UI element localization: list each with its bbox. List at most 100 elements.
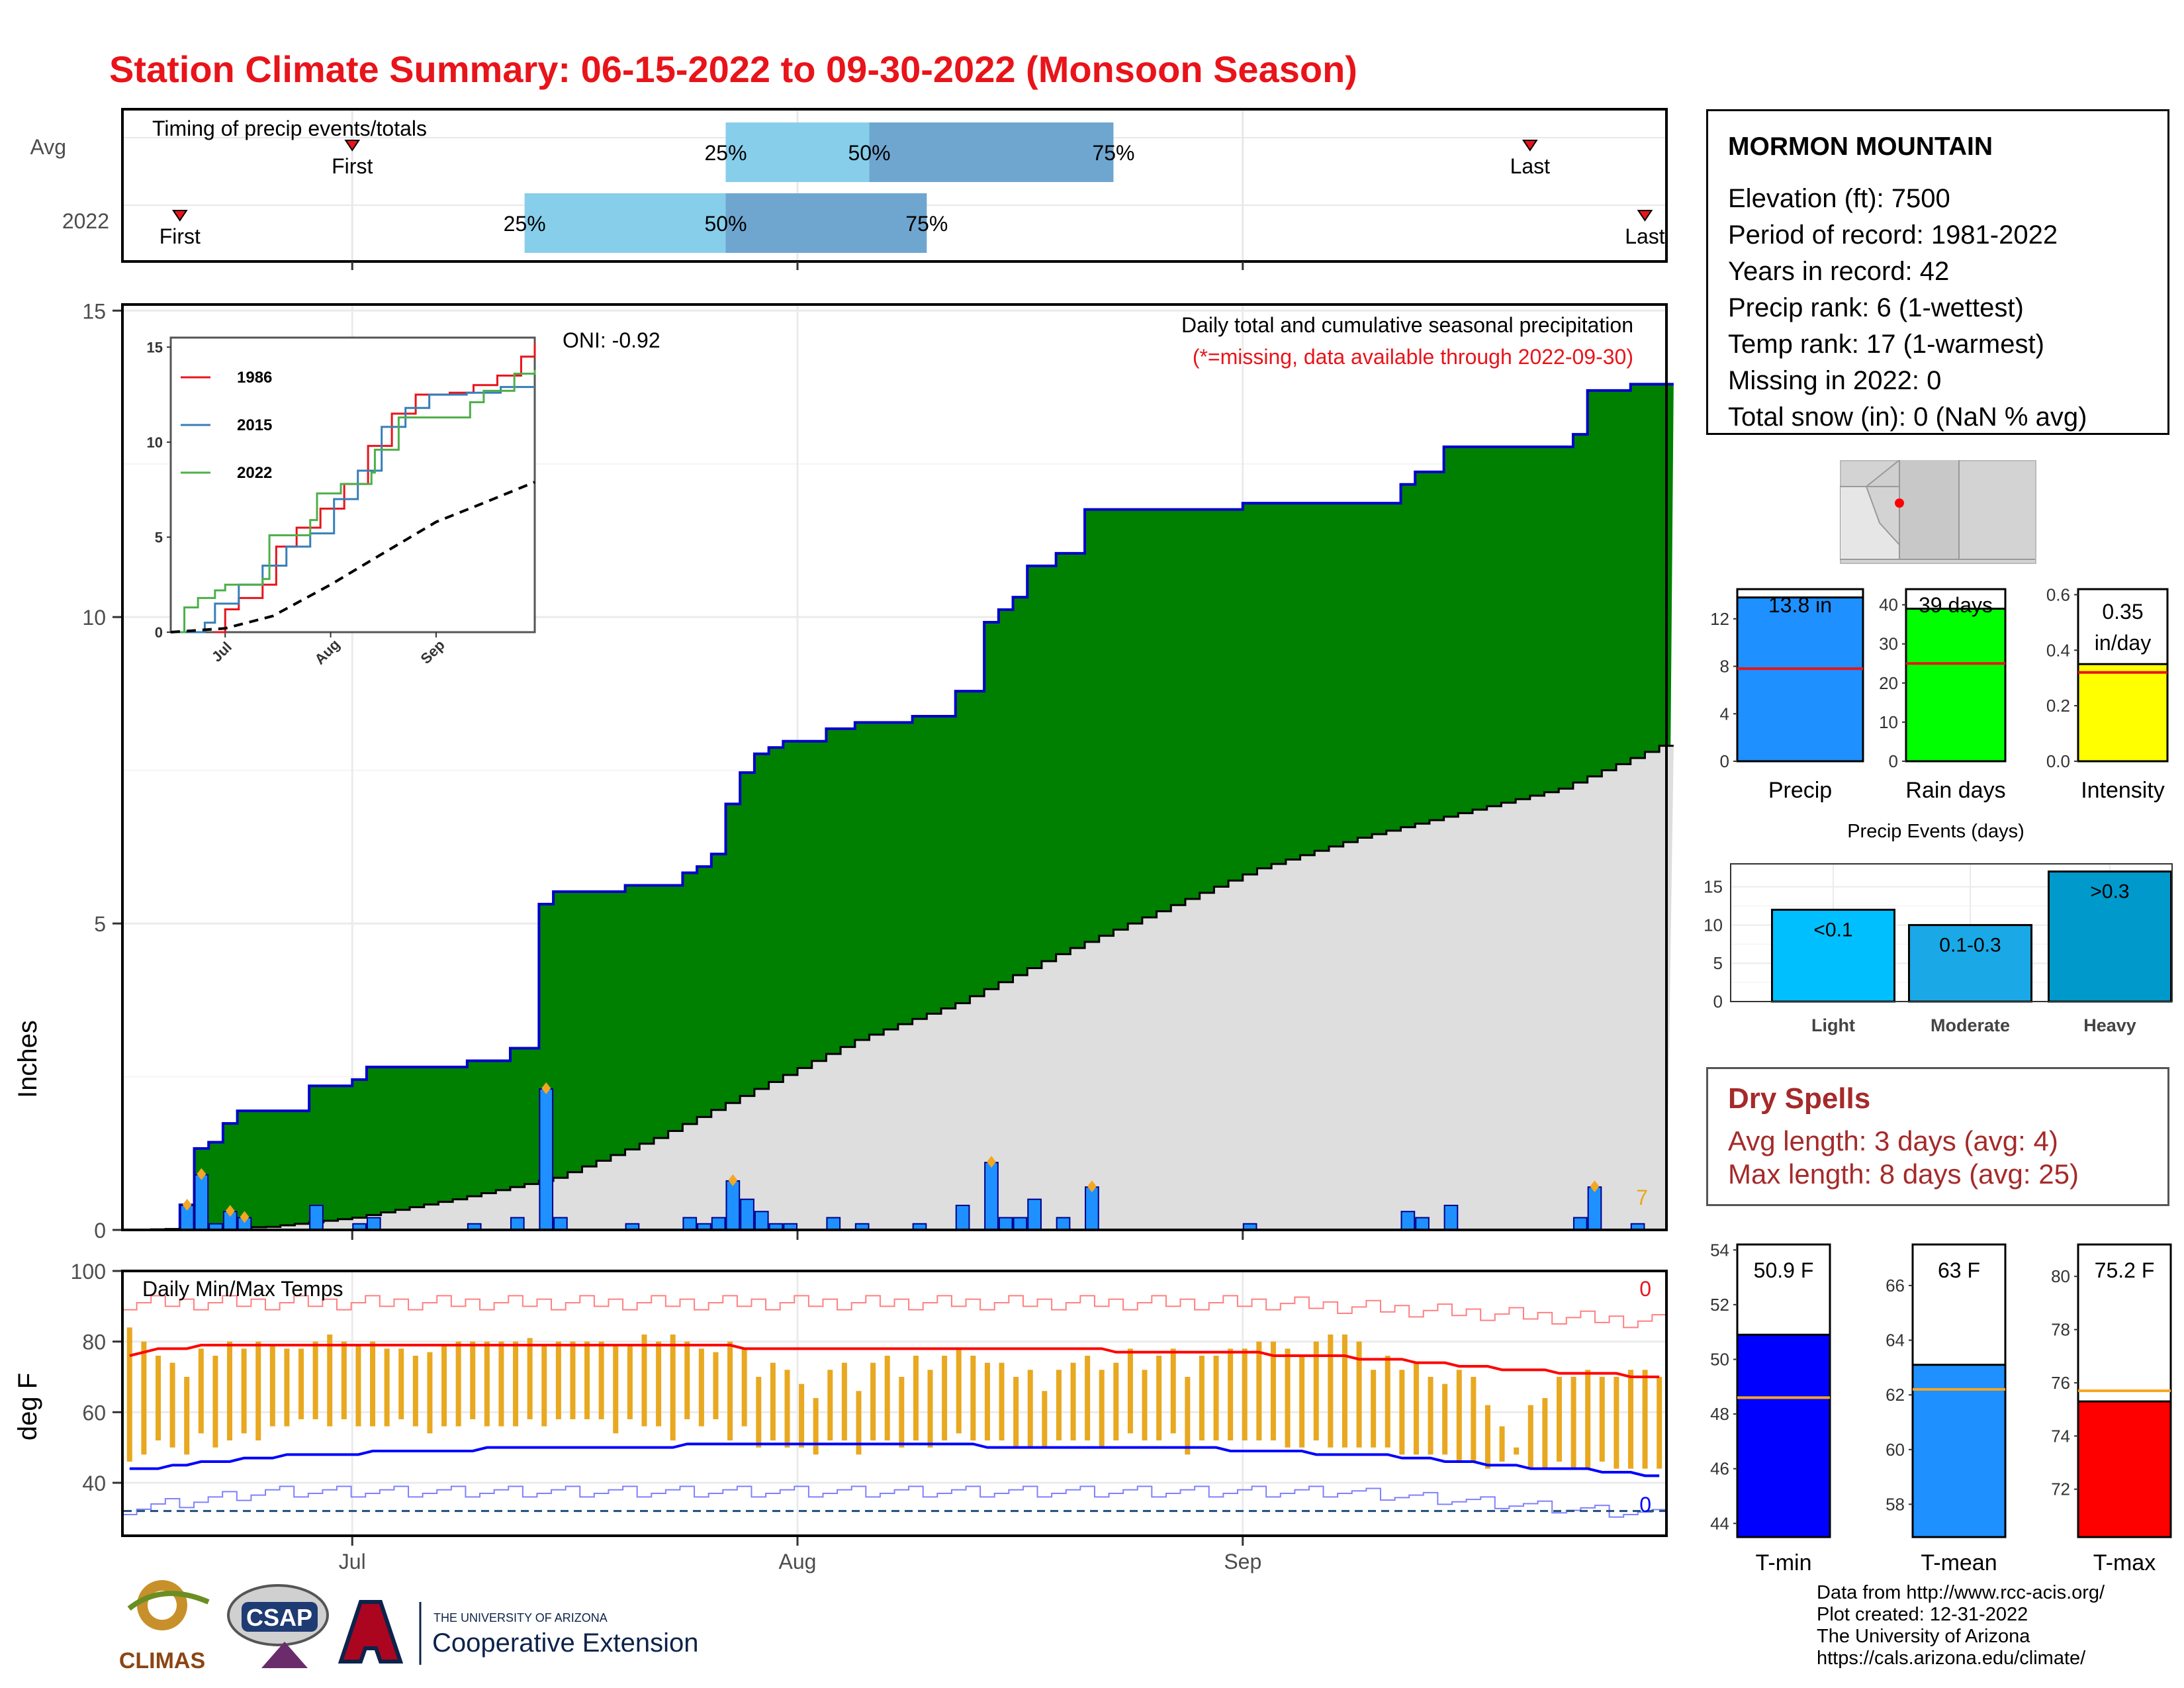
- temp-summary-ytick-label: 54: [1710, 1240, 1729, 1260]
- daily-temp-bar: [1456, 1370, 1462, 1462]
- extreme-precip-marker: [1590, 1180, 1600, 1193]
- oni-label: ONI: -0.92: [563, 328, 660, 352]
- daily-temp-bar: [1113, 1362, 1119, 1440]
- first-marker-Avg: [344, 140, 361, 152]
- inset-ytick-label: 0: [155, 624, 163, 641]
- temp-summary-ytick-label: 76: [2051, 1373, 2070, 1393]
- temp-xtick-label: Sep: [1224, 1550, 1261, 1573]
- temp-summary-ytick-label: 52: [1710, 1295, 1729, 1315]
- daily-precip-bar: [955, 1204, 970, 1231]
- daily-precip-bar: [984, 1162, 999, 1231]
- daily-precip-bar: [510, 1217, 525, 1231]
- temp-summary-bar-t-max: [2077, 1400, 2172, 1538]
- summary-value-label-0: 13.8 in: [1768, 593, 1832, 617]
- timing-bar-50-75-2022: [725, 193, 927, 253]
- station-name: MORMON MOUNTAIN: [1728, 132, 1993, 161]
- summary-ytick-label: 8: [1720, 657, 1729, 677]
- dry-spells-max: Max length: 8 days (avg: 25): [1728, 1158, 2079, 1190]
- summary-ytick-label: 12: [1710, 609, 1729, 629]
- temp-label: Daily Min/Max Temps: [142, 1277, 343, 1301]
- daily-temp-bar: [598, 1341, 604, 1419]
- daily-temp-bar: [398, 1348, 404, 1419]
- daily-precip-bar: [553, 1217, 568, 1231]
- dry-spells-box: Dry Spells Avg length: 3 days (avg: 4) M…: [1706, 1067, 2169, 1206]
- daily-temp-bar: [584, 1341, 590, 1419]
- daily-temp-bar: [970, 1356, 976, 1440]
- timing-label-75-2022: 75%: [905, 212, 948, 236]
- daily-temp-bar: [1099, 1370, 1105, 1448]
- precip-ytick-label: 15: [82, 299, 106, 323]
- precip-corner-count: 7: [1636, 1186, 1648, 1209]
- daily-precip-bar: [998, 1217, 1013, 1231]
- inset-ytick-label: 5: [155, 529, 163, 545]
- events-bar-label-light: <0.1: [1813, 919, 1852, 941]
- precip-ytick-label: 0: [94, 1219, 106, 1243]
- dry-spells-avg: Avg length: 3 days (avg: 4): [1728, 1125, 2058, 1156]
- inset-legend-label-2022: 2022: [237, 464, 272, 482]
- daily-temp-bar: [841, 1362, 847, 1440]
- daily-temp-bar: [1242, 1348, 1248, 1440]
- summary-name-0: Precip: [1768, 778, 1832, 803]
- summary-ytick-label: 0: [1889, 751, 1898, 771]
- daily-temp-bar: [999, 1362, 1005, 1440]
- summary-ytick-label: 0.6: [2046, 585, 2070, 604]
- daily-temp-bar: [570, 1341, 576, 1419]
- temp-ylabel: deg F: [13, 1373, 42, 1440]
- summary-value-label-1: 39 days: [1919, 593, 1993, 617]
- temp-summary-ytick-label: 74: [2051, 1426, 2070, 1446]
- daily-precip-bar: [1056, 1217, 1071, 1231]
- precip-header: Daily total and cumulative seasonal prec…: [1181, 313, 1633, 337]
- extreme-precip-marker: [728, 1174, 738, 1186]
- extreme-precip-marker: [986, 1156, 996, 1168]
- events-ytick-label: 5: [1713, 953, 1723, 973]
- daily-temp-bar: [741, 1348, 747, 1427]
- daily-temp-bar: [555, 1341, 561, 1419]
- daily-temp-bar: [1142, 1370, 1148, 1440]
- map-state-ca: [1840, 486, 1915, 560]
- temp-summary-ytick-label: 80: [2051, 1266, 2070, 1286]
- extreme-precip-marker: [1087, 1180, 1097, 1193]
- extreme-precip-marker: [225, 1205, 235, 1217]
- precip-frame: [121, 303, 1668, 1231]
- first-label-Avg: First: [332, 154, 373, 178]
- daily-temp-bar: [1027, 1370, 1033, 1448]
- daily-temp-bar: [169, 1362, 175, 1448]
- daily-temp-bar: [441, 1345, 447, 1427]
- cumulative-avg-line: [122, 745, 1674, 1231]
- daily-temp-bar: [1442, 1383, 1448, 1455]
- daily-temp-bar: [913, 1356, 919, 1440]
- events-xtick-label-heavy: Heavy: [2083, 1015, 2136, 1035]
- station-snow: Total snow (in): 0 (NaN % avg): [1728, 402, 2087, 432]
- events-ytick-label: 0: [1713, 992, 1723, 1011]
- daily-precip-bar: [1400, 1211, 1416, 1231]
- csap-text: CSAP: [246, 1604, 312, 1631]
- avg-min-line: [129, 1442, 1660, 1477]
- daily-temp-bar: [126, 1327, 132, 1462]
- daily-temp-bar: [427, 1352, 433, 1434]
- daily-temp-bar: [813, 1398, 819, 1455]
- csap-logo: CSAP: [227, 1584, 329, 1668]
- daily-temp-bar: [1213, 1356, 1219, 1440]
- last-marker-Avg: [1522, 140, 1538, 152]
- precip-events-chart: Precip Events (days) 0 5 10 15 <0.1 Light 0.1-0…: [1704, 821, 2173, 1035]
- temp-summary-name-0: T-min: [1756, 1550, 1812, 1575]
- events-xtick-label-moderate: Moderate: [1931, 1015, 2010, 1035]
- station-precip-rank: Precip rank: 6 (1-wettest): [1728, 293, 2024, 322]
- daily-precip-bar: [740, 1198, 754, 1231]
- daily-precip-bar: [1587, 1186, 1602, 1231]
- inset-ytick-label: 10: [147, 434, 163, 451]
- daily-temp-bar: [1228, 1348, 1234, 1440]
- daily-temp-bar: [184, 1377, 190, 1455]
- events-frame: [1730, 863, 2173, 1002]
- timing-row-label-avg: Avg: [30, 135, 66, 159]
- temp-summary-ytick-label: 72: [2051, 1479, 2070, 1499]
- precip-ytick-label: 5: [94, 912, 106, 936]
- daily-temp-bar: [1484, 1405, 1490, 1469]
- daily-temp-bar: [312, 1341, 318, 1419]
- daily-temp-bar: [141, 1341, 147, 1455]
- climas-text: CLIMAS: [119, 1648, 205, 1673]
- daily-temp-bar: [241, 1348, 247, 1434]
- daily-temp-bar: [1127, 1348, 1133, 1434]
- precip-ylabel: Inches: [13, 1020, 42, 1098]
- credit-university: The University of Arizona: [1817, 1626, 2030, 1647]
